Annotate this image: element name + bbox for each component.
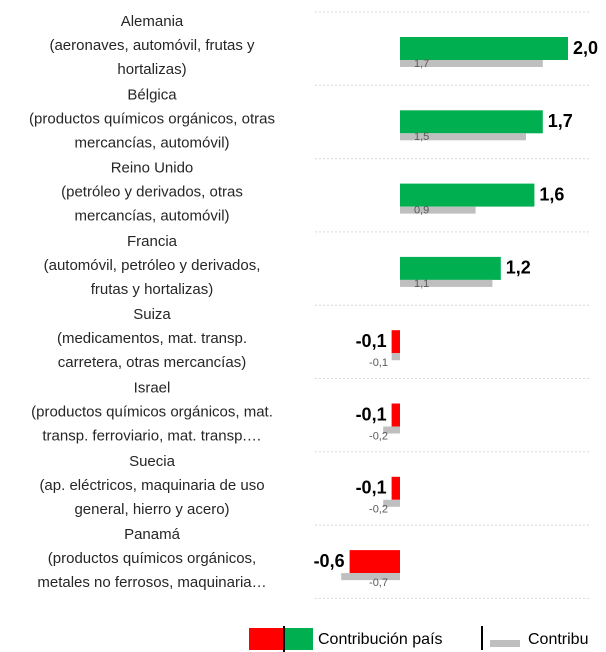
bar	[400, 37, 568, 60]
category-label: (aeronaves, automóvil, frutas y	[49, 37, 255, 54]
category-label: Francia	[127, 233, 178, 250]
bar	[400, 183, 535, 207]
value-label: -0,1	[356, 404, 387, 424]
category-label: Alemania	[121, 13, 184, 30]
bar	[341, 573, 400, 581]
category-label: (medicamentos, mat. transp.	[57, 330, 247, 347]
category-label: (ap. eléctricos, maquinaria de uso	[39, 477, 264, 494]
value-label: 1,6	[539, 184, 564, 204]
bar	[383, 426, 400, 434]
bar	[391, 403, 400, 427]
category-label: frutas y hortalizas)	[91, 281, 214, 298]
bar	[400, 206, 476, 214]
category-label: Suiza	[133, 306, 171, 323]
value-label: -0,2	[369, 504, 388, 516]
category-label: (productos químicos orgánicos, mat.	[31, 403, 273, 420]
category-label: Reino Unido	[111, 160, 194, 177]
bar	[391, 353, 400, 361]
bar	[400, 256, 501, 280]
legend-swatch-negative	[249, 628, 283, 650]
value-label: 0,9	[414, 205, 429, 217]
bar	[391, 330, 400, 354]
bar	[383, 499, 400, 507]
value-label: -0,1	[356, 331, 387, 351]
value-label: -0,7	[369, 577, 388, 589]
bar	[400, 279, 493, 287]
legend-swatch	[285, 628, 313, 650]
category-label: mercancías, automóvil)	[74, 208, 229, 225]
value-label: 1,5	[414, 131, 429, 143]
value-label: 1,2	[506, 258, 531, 278]
value-label: -0,1	[369, 357, 388, 369]
bar	[400, 60, 543, 67]
legend-label: Contribu	[528, 631, 588, 648]
category-label: hortalizas)	[117, 61, 186, 78]
category-label: Bélgica	[127, 86, 177, 103]
category-label: (productos químicos orgánicos,	[48, 550, 256, 567]
category-label: (productos químicos orgánicos, otras	[29, 110, 275, 127]
category-label: general, hierro y acero)	[74, 501, 229, 518]
bar	[400, 110, 543, 134]
category-label: transp. ferroviario, mat. transp.…	[42, 427, 261, 444]
category-label: mercancías, automóvil)	[74, 134, 229, 151]
value-label: -0,1	[356, 478, 387, 498]
legend-swatch	[490, 640, 520, 647]
category-label: metales no ferrosos, maquinaria…	[37, 574, 266, 591]
category-label: (petróleo y derivados, otras	[61, 184, 243, 201]
value-label: 1,7	[414, 58, 429, 70]
category-label: Israel	[134, 379, 171, 396]
value-label: 1,7	[548, 111, 573, 131]
category-label: (automóvil, petróleo y derivados,	[44, 257, 261, 274]
value-label: -0,2	[369, 430, 388, 442]
bar	[400, 133, 526, 141]
value-label: -0,6	[314, 551, 345, 571]
category-label: Panamá	[124, 526, 181, 543]
value-label: 2,0	[573, 38, 598, 58]
value-label: 1,1	[414, 278, 429, 290]
category-label: carretera, otras mercancías)	[58, 354, 246, 371]
legend-label: Contribución país	[318, 631, 443, 648]
bar	[349, 550, 400, 574]
bar	[391, 476, 400, 500]
category-label: Suecia	[129, 453, 176, 470]
